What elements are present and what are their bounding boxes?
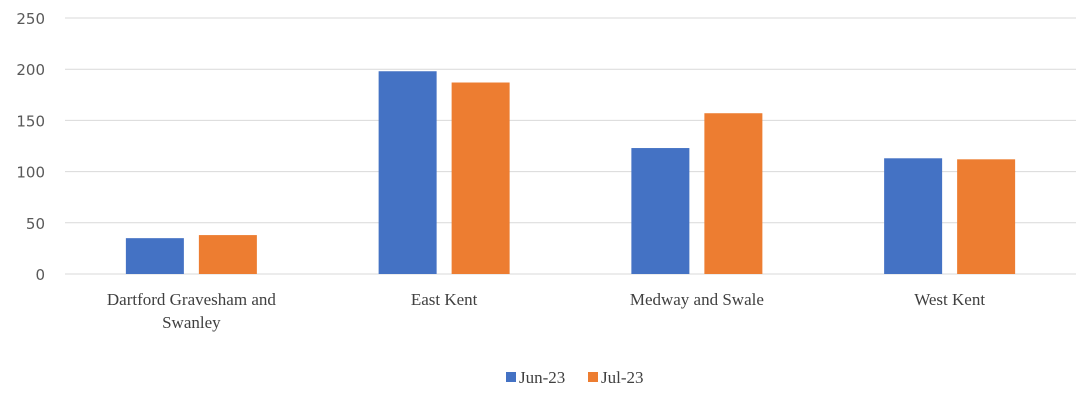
bar-jul-23 [957, 159, 1016, 274]
bar-jun-23 [125, 238, 184, 274]
legend-swatch [506, 372, 516, 382]
y-tick-label: 0 [35, 266, 45, 284]
bar-jun-23 [884, 158, 943, 274]
y-tick-label: 100 [16, 164, 45, 182]
y-tick-label: 200 [16, 61, 45, 79]
x-tick-label: East Kent [411, 290, 478, 309]
bar-jul-23 [704, 113, 763, 275]
y-tick-label: 250 [16, 10, 45, 28]
x-tick-label: Medway and Swale [630, 290, 764, 309]
bar-jun-23 [631, 148, 690, 274]
x-tick-label: West Kent [914, 290, 985, 309]
x-tick-label: Swanley [162, 313, 221, 332]
legend-label: Jun-23 [519, 368, 565, 387]
legend-label: Jul-23 [601, 368, 644, 387]
x-axis: Dartford Gravesham and Swanley East Kent Me… [107, 290, 985, 332]
x-tick-label: Dartford Gravesham and [107, 290, 276, 309]
y-axis: 0 50 100 150 200 250 [16, 10, 45, 284]
legend-swatch [588, 372, 598, 382]
bars [125, 71, 1016, 275]
bar-jun-23 [378, 71, 437, 274]
y-tick-label: 50 [26, 215, 45, 233]
bar-jul-23 [198, 235, 257, 274]
bar-jul-23 [451, 82, 510, 275]
y-tick-label: 150 [16, 112, 45, 130]
legend: Jun-23 Jul-23 [506, 368, 644, 387]
